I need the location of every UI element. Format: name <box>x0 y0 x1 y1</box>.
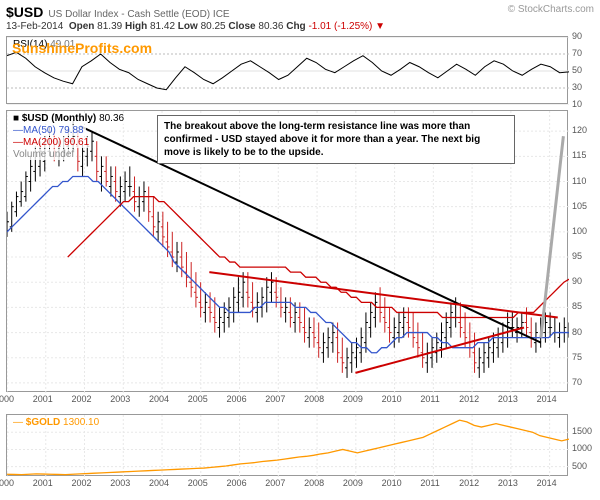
ohlc-legend: ■ $USD (Monthly) 80.36 <box>11 113 126 124</box>
price-panel: ■ $USD (Monthly) 80.36 —MA(50) 79.88 —MA… <box>6 110 568 392</box>
volume-legend: Volume undef <box>11 149 76 160</box>
attribution: © StockCharts.com <box>508 4 594 15</box>
ticker-symbol: $USD <box>6 4 43 20</box>
ohlc-info-row: 13-Feb-2014 Open 81.39 High 81.42 Low 80… <box>6 21 594 32</box>
chart-title: US Dollar Index - Cash Settle (EOD) ICE <box>48 9 229 20</box>
annotation-box: The breakout above the long-term resista… <box>157 115 515 164</box>
gold-panel: — $GOLD 1300.10 <box>6 414 568 476</box>
ma50-legend: —MA(50) 79.88 <box>11 125 86 136</box>
gold-legend: — $GOLD 1300.10 <box>11 417 101 428</box>
watermark: SunshineProfits.com <box>12 40 152 56</box>
ma200-legend: —MA(200) 90.61 <box>11 137 91 148</box>
